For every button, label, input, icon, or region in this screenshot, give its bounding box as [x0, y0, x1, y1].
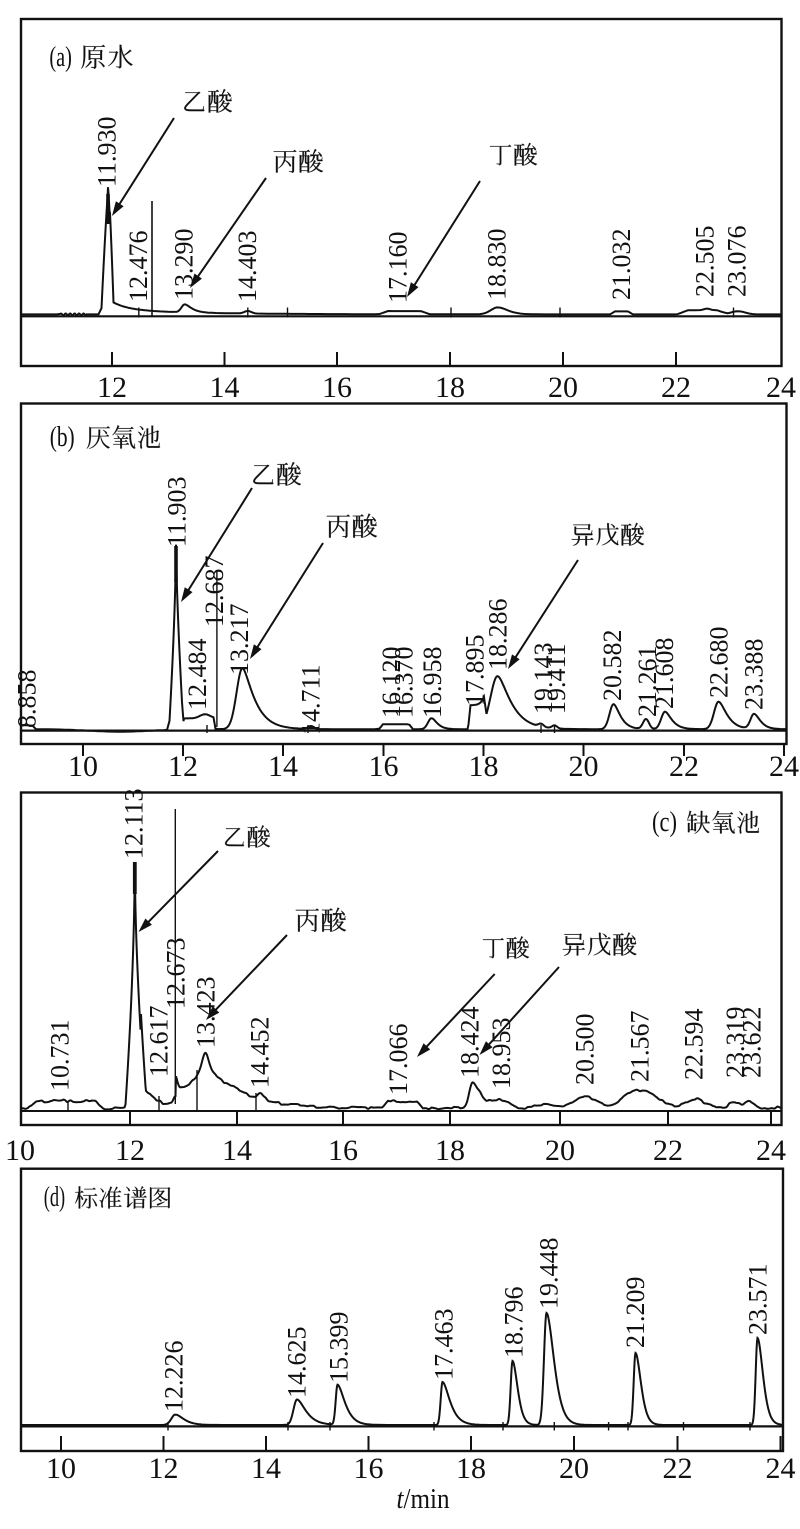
svg-text:14: 14	[251, 1452, 281, 1485]
svg-text:21.608: 21.608	[650, 638, 679, 710]
svg-text:24: 24	[756, 1134, 786, 1167]
svg-text:10: 10	[5, 1134, 35, 1167]
svg-text:18.796: 18.796	[499, 1287, 528, 1359]
svg-text:16: 16	[354, 1452, 384, 1485]
svg-text:14: 14	[210, 371, 240, 404]
svg-text:14: 14	[268, 750, 298, 783]
svg-text:18.953: 18.953	[487, 1018, 516, 1090]
svg-text:11.903: 11.903	[163, 476, 192, 547]
svg-text:15.399: 15.399	[325, 1312, 354, 1384]
svg-text:18.830: 18.830	[483, 229, 512, 301]
svg-text:12: 12	[97, 371, 127, 404]
svg-text:14: 14	[222, 1134, 252, 1167]
svg-text:10: 10	[68, 750, 98, 783]
svg-text:12.113: 12.113	[120, 788, 149, 859]
svg-text:(b): (b)	[50, 422, 75, 453]
svg-text:21.032: 21.032	[607, 229, 636, 301]
svg-text:21.209: 21.209	[621, 1277, 650, 1349]
svg-text:14.403: 14.403	[233, 231, 262, 303]
svg-text:13.290: 13.290	[170, 229, 199, 301]
svg-text:t/min: t/min	[397, 1483, 450, 1515]
svg-text:12.617: 12.617	[145, 1006, 174, 1078]
svg-text:20: 20	[569, 750, 599, 783]
svg-text:22.680: 22.680	[705, 627, 734, 699]
svg-text:10: 10	[46, 1452, 76, 1485]
svg-text:23.388: 23.388	[740, 639, 769, 711]
svg-text:24: 24	[769, 750, 799, 783]
svg-text:23.319: 23.319	[721, 1007, 750, 1079]
svg-text:16: 16	[328, 1134, 358, 1167]
svg-text:12: 12	[149, 1452, 179, 1485]
svg-text:23.076: 23.076	[723, 226, 752, 298]
svg-text:14.452: 14.452	[246, 1017, 275, 1089]
svg-text:16: 16	[322, 371, 352, 404]
svg-text:11.930: 11.930	[93, 116, 122, 187]
svg-text:(d): (d)	[44, 1182, 65, 1213]
svg-text:18: 18	[435, 371, 465, 404]
svg-text:17.463: 17.463	[430, 1309, 459, 1381]
svg-text:14.711: 14.711	[297, 664, 326, 735]
svg-text:23.571: 23.571	[744, 1264, 773, 1336]
svg-text:21.567: 21.567	[626, 1011, 655, 1083]
svg-text:12.476: 12.476	[124, 231, 153, 303]
svg-text:(a): (a)	[49, 42, 72, 73]
svg-text:17.895: 17.895	[460, 635, 489, 707]
svg-text:18.286: 18.286	[483, 599, 512, 671]
svg-text:8.858: 8.858	[13, 670, 42, 729]
svg-text:20.500: 20.500	[571, 1014, 600, 1086]
svg-text:16.370: 16.370	[390, 647, 419, 719]
svg-text:19.411: 19.411	[542, 643, 571, 714]
svg-text:12: 12	[115, 1134, 145, 1167]
svg-text:20: 20	[548, 371, 578, 404]
svg-text:24: 24	[766, 1452, 796, 1485]
svg-text:22: 22	[661, 371, 691, 404]
svg-text:22: 22	[669, 750, 699, 783]
svg-text:17.160: 17.160	[384, 232, 413, 304]
svg-text:14.625: 14.625	[282, 1327, 311, 1399]
svg-text:24: 24	[766, 371, 796, 404]
svg-text:19.448: 19.448	[534, 1238, 563, 1310]
svg-text:12.484: 12.484	[183, 639, 212, 711]
svg-text:22.505: 22.505	[691, 226, 720, 298]
svg-text:18: 18	[469, 750, 499, 783]
svg-text:20: 20	[559, 1452, 589, 1485]
svg-text:22: 22	[663, 1452, 693, 1485]
svg-text:10.731: 10.731	[46, 1020, 75, 1092]
svg-text:18.424: 18.424	[456, 1007, 485, 1079]
svg-text:16: 16	[369, 750, 399, 783]
svg-text:12.673: 12.673	[162, 938, 191, 1010]
svg-text:13.217: 13.217	[225, 604, 254, 676]
svg-text:16.120: 16.120	[377, 647, 406, 719]
svg-text:18: 18	[456, 1452, 486, 1485]
svg-text:12.226: 12.226	[160, 1341, 189, 1413]
svg-text:19.143: 19.143	[529, 643, 558, 715]
svg-text:12: 12	[168, 750, 198, 783]
svg-text:22: 22	[653, 1134, 683, 1167]
svg-text:17.066: 17.066	[384, 1024, 413, 1096]
svg-text:18: 18	[435, 1134, 465, 1167]
svg-text:(c): (c)	[652, 807, 677, 838]
svg-text:16.958: 16.958	[418, 647, 447, 719]
svg-text:23.622: 23.622	[737, 1007, 766, 1079]
svg-text:22.594: 22.594	[680, 1009, 709, 1081]
svg-text:12.687: 12.687	[200, 556, 229, 628]
svg-text:20: 20	[545, 1134, 575, 1167]
svg-text:20.582: 20.582	[598, 630, 627, 702]
svg-text:21.261: 21.261	[633, 646, 662, 718]
